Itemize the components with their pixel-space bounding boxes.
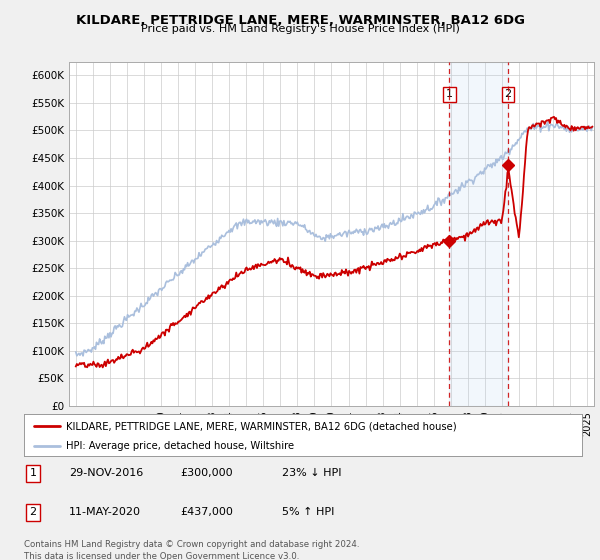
Text: 2: 2 (505, 89, 512, 99)
Text: 1: 1 (29, 468, 37, 478)
Text: Contains HM Land Registry data © Crown copyright and database right 2024.
This d: Contains HM Land Registry data © Crown c… (24, 540, 359, 560)
Text: KILDARE, PETTRIDGE LANE, MERE, WARMINSTER, BA12 6DG (detached house): KILDARE, PETTRIDGE LANE, MERE, WARMINSTE… (66, 421, 457, 431)
Text: Price paid vs. HM Land Registry's House Price Index (HPI): Price paid vs. HM Land Registry's House … (140, 24, 460, 34)
Text: 5% ↑ HPI: 5% ↑ HPI (282, 507, 334, 517)
Bar (449, 62, 508, 406)
Text: KILDARE, PETTRIDGE LANE, MERE, WARMINSTER, BA12 6DG: KILDARE, PETTRIDGE LANE, MERE, WARMINSTE… (76, 14, 524, 27)
Text: 2: 2 (29, 507, 37, 517)
Text: HPI: Average price, detached house, Wiltshire: HPI: Average price, detached house, Wilt… (66, 441, 294, 451)
Text: 1: 1 (446, 89, 453, 99)
Text: £300,000: £300,000 (180, 468, 233, 478)
Text: £437,000: £437,000 (180, 507, 233, 517)
Text: 11-MAY-2020: 11-MAY-2020 (69, 507, 141, 517)
Text: 29-NOV-2016: 29-NOV-2016 (69, 468, 143, 478)
Text: 23% ↓ HPI: 23% ↓ HPI (282, 468, 341, 478)
